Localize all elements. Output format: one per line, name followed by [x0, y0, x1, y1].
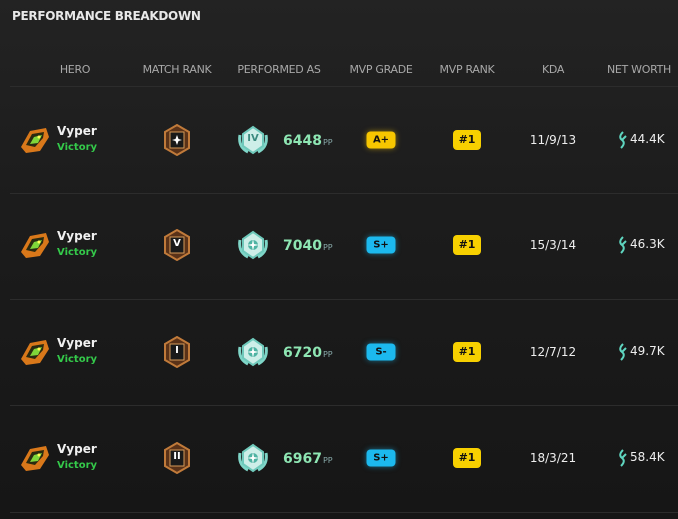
- performed-crest: [236, 443, 270, 473]
- hero-name: Vyper: [57, 442, 97, 456]
- mvp-rank: #1: [453, 448, 481, 468]
- kda: 18/3/21: [529, 451, 577, 465]
- kda: 15/3/14: [529, 238, 577, 252]
- performed-score: 6967PP: [283, 448, 333, 467]
- panel-title: PERFORMANCE BREAKDOWN: [12, 9, 201, 23]
- mvp-grade: A+: [366, 131, 396, 149]
- mvp-grade: S-: [366, 343, 396, 361]
- performed-crest: IV: [236, 125, 270, 155]
- hero-icon-graphic: [21, 446, 49, 471]
- mvp-grade: S+: [366, 236, 396, 254]
- match-rank-badge-graphic: [164, 123, 190, 157]
- separator: [10, 512, 678, 513]
- net-worth: 46.3K: [630, 237, 665, 251]
- score-value: 6720: [283, 345, 322, 361]
- column-header: PERFORMED AS: [237, 63, 321, 76]
- net-worth: 44.4K: [630, 132, 665, 146]
- match-result: Victory: [57, 354, 98, 365]
- column-header: MVP GRADE: [349, 63, 413, 76]
- performed-crest-graphic: [238, 125, 268, 155]
- match-rank-badge: V: [163, 228, 191, 262]
- performed-crest: [236, 337, 270, 367]
- net-worth: 58.4K: [630, 450, 665, 464]
- score-value: 6448: [283, 133, 322, 149]
- hero-icon: [18, 443, 52, 473]
- hero-icon-graphic: [21, 233, 49, 258]
- score-value: 7040: [283, 238, 322, 254]
- match-rank-badge: I: [163, 335, 191, 369]
- kda: 11/9/13: [529, 133, 577, 147]
- performed-score: 6448PP: [283, 130, 333, 149]
- match-rank-badge-graphic: [164, 441, 190, 475]
- mvp-rank: #1: [453, 130, 481, 150]
- separator: [10, 193, 678, 194]
- performed-score: 6720PP: [283, 342, 333, 361]
- souls-icon-graphic: [619, 236, 627, 254]
- score-unit: PP: [322, 138, 333, 147]
- hero-name: Vyper: [57, 124, 97, 138]
- hero-icon: [18, 230, 52, 260]
- match-rank-badge-graphic: [164, 228, 190, 262]
- match-result: Victory: [57, 460, 98, 471]
- match-rank-label: I: [175, 345, 179, 356]
- score-unit: PP: [322, 456, 333, 465]
- performed-crest: [236, 230, 270, 260]
- hero-name: Vyper: [57, 229, 97, 243]
- column-header: HERO: [59, 63, 91, 76]
- hero-icon: [18, 125, 52, 155]
- match-rank-badge: II: [163, 441, 191, 475]
- souls-icon: [616, 449, 628, 467]
- hero-icon: [18, 337, 52, 367]
- separator: [10, 405, 678, 406]
- column-header: MATCH RANK: [142, 63, 212, 76]
- souls-icon: [616, 343, 628, 361]
- mvp-grade: S+: [366, 449, 396, 467]
- score-unit: PP: [322, 243, 333, 252]
- match-rank-label: II: [173, 451, 181, 462]
- match-rank-badge: [163, 123, 191, 157]
- souls-icon-graphic: [619, 131, 627, 149]
- souls-icon-graphic: [619, 449, 627, 467]
- souls-icon: [616, 131, 628, 149]
- kda: 12/7/12: [529, 345, 577, 359]
- souls-icon: [616, 236, 628, 254]
- hero-icon-graphic: [21, 128, 49, 153]
- performed-crest-graphic: [238, 230, 268, 260]
- column-header: MVP RANK: [439, 63, 495, 76]
- score-unit: PP: [322, 350, 333, 359]
- hero-name: Vyper: [57, 336, 97, 350]
- mvp-rank: #1: [453, 235, 481, 255]
- souls-icon-graphic: [619, 343, 627, 361]
- match-result: Victory: [57, 142, 98, 153]
- hero-icon-graphic: [21, 340, 49, 365]
- separator: [10, 299, 678, 300]
- score-value: 6967: [283, 451, 322, 467]
- separator: [10, 86, 678, 87]
- match-rank-label: V: [173, 238, 181, 249]
- performed-crest-graphic: [238, 443, 268, 473]
- performed-score: 7040PP: [283, 235, 333, 254]
- mvp-rank: #1: [453, 342, 481, 362]
- performed-crest-graphic: [238, 337, 268, 367]
- column-header: KDA: [541, 63, 565, 76]
- column-header: NET WORTH: [606, 63, 672, 76]
- performed-rank-label: IV: [247, 133, 259, 144]
- match-rank-badge-graphic: [164, 335, 190, 369]
- match-result: Victory: [57, 247, 98, 258]
- net-worth: 49.7K: [630, 344, 665, 358]
